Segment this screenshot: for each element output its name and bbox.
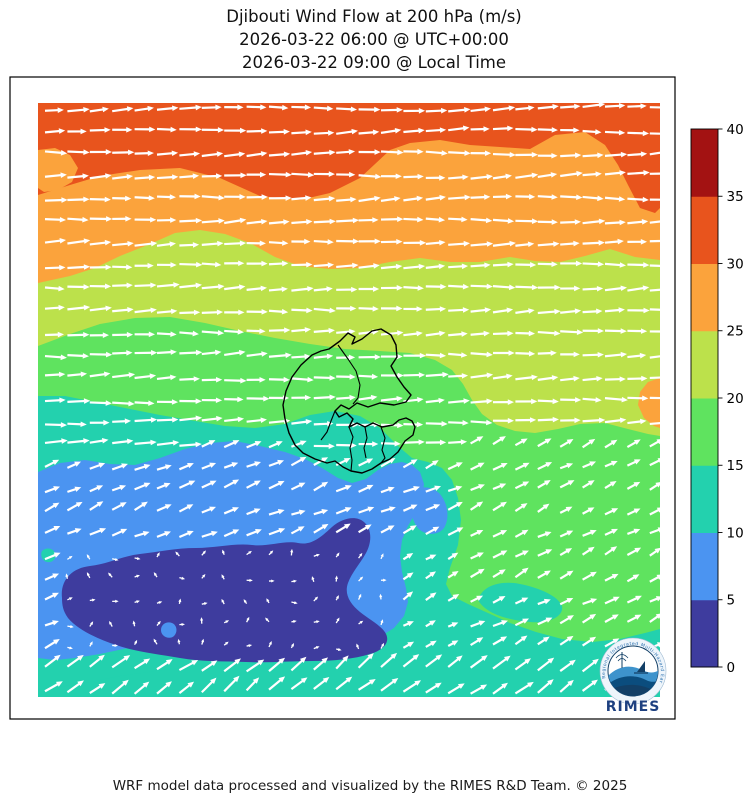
title-line-3: 2026-03-22 09:00 @ Local Time [241,53,507,72]
axes-frame [9,76,676,720]
title-line-2: 2026-03-22 06:00 @ UTC+00:00 [239,30,509,49]
colorbar-tick-label: 30 [727,256,744,272]
colorbar-segment [691,330,718,399]
wind-band-0-5 [61,518,388,663]
colorbar-segment [691,532,718,601]
colorbar-segment [691,398,718,466]
colorbar-segment [691,263,718,332]
wind-band-10-15 [41,548,56,563]
figure-title: Djibouti Wind Flow at 200 hPa (m/s) 2026… [0,5,748,74]
colorbar-segment [691,599,718,668]
colorbar-segment [691,129,718,197]
colorbar-segment [691,465,718,533]
title-line-1: Djibouti Wind Flow at 200 hPa (m/s) [226,7,522,26]
country-outline-djibouti [282,328,416,474]
colorbar-tick-label: 20 [727,391,744,407]
wind-band-25-30 [38,148,78,192]
quiver-arrows [44,103,660,695]
colorbar-segment [691,196,718,264]
credit-text: WRF model data processed and visualized … [112,778,628,794]
colorbar-tick-label: 10 [727,525,744,541]
colorbar-tick-label: 25 [727,324,744,340]
colorbar-tick-label: 15 [727,458,744,474]
colorbar-tick-label: 5 [727,593,736,609]
colorbar: 0 5 10 15 20 25 30 35 40 [690,122,744,676]
rimes-logo-label: RIMES [606,699,661,715]
wind-band-5-10 [161,622,177,638]
colorbar-tick-label: 35 [727,189,744,205]
colorbar-tick-label: 40 [727,122,744,138]
wind-band-25-30 [638,378,660,428]
colorbar-tick-label: 0 [727,660,736,676]
